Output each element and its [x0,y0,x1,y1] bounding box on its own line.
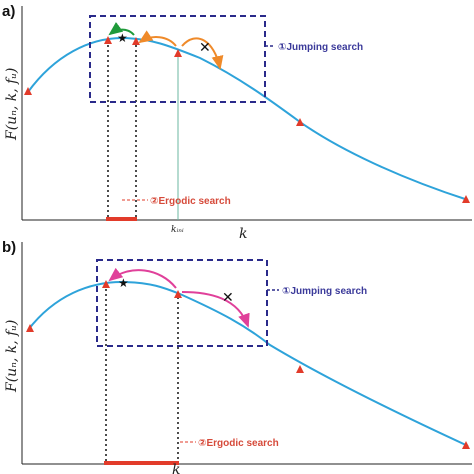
panel-a-marker-3 [132,37,140,45]
panel-a-y-label: F(uₙ, k, fᵤ) [4,68,20,141]
panel-a-curve [27,36,469,201]
panel-a-marker-2 [104,36,112,44]
panel-b: b) F(uₙ, k, fᵤ) ①Jumping search ②Ergodic… [2,239,472,474]
panel-a-green-arrow [108,22,135,36]
panel-b-label: b) [2,239,16,256]
panel-b-y-label: F(uₙ, k, fᵤ) [4,320,20,393]
panel-b-marker-2 [102,280,110,288]
panel-b-jumping-box [96,259,268,347]
panel-b-pink-arrow-right [181,291,250,328]
panel-a-marker-5 [296,118,304,126]
panel-a-orange-arrow-left [138,30,177,47]
panel-a-k-ini-label: kᵢₙᵢ [171,225,184,235]
panel-a-marker-6 [462,195,470,203]
panel-b-marker-3 [174,290,182,298]
panel-b-pink-arrow-left [108,267,177,289]
panel-b-x-label: k [172,462,180,474]
panel-a-star-icon: ★ [117,31,128,45]
panel-b-marker-5 [462,441,470,449]
panel-a-ergodic-label: ②Ergodic search [150,196,231,207]
panel-a-marker-4 [174,49,182,57]
panel-b-cross-icon: ✕ [222,289,234,305]
panel-b-ergodic-label: ②Ergodic search [198,438,279,449]
panel-b-curve [27,280,469,447]
panel-a-marker-1 [24,87,32,95]
panel-a: a) F(uₙ, k, fᵤ) ①Jumping search ②Ergodic… [2,3,472,242]
panel-b-marker-1 [26,324,34,332]
panel-a-x-label: k [239,226,247,242]
panel-b-marker-4 [296,365,304,373]
panel-b-jumping-label: ①Jumping search [282,286,367,297]
panel-a-jumping-label: ①Jumping search [278,42,363,53]
panel-a-label: a) [2,3,15,20]
panel-a-cross-icon: ✕ [199,39,211,55]
panel-a-orange-arrow-right [181,37,224,70]
panel-b-star-icon: ★ [118,276,129,290]
